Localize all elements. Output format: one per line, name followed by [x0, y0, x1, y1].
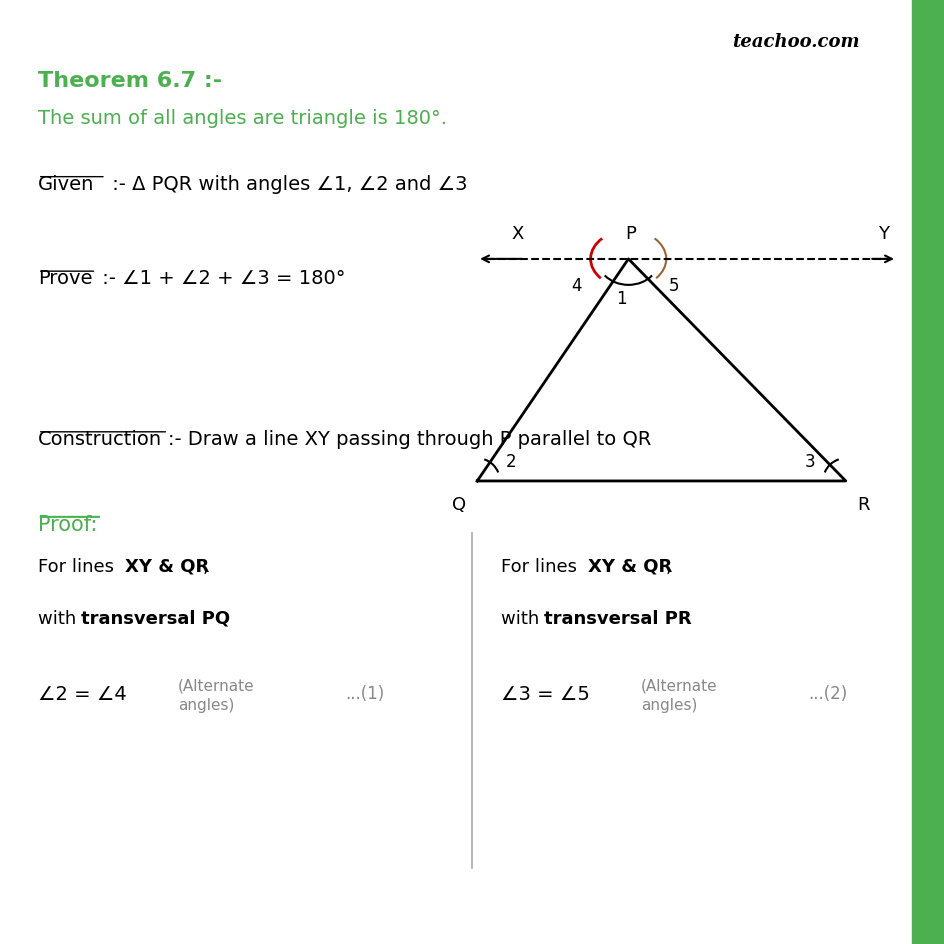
Text: R: R [856, 496, 868, 514]
Text: XY & QR: XY & QR [587, 557, 671, 575]
Text: 4: 4 [570, 277, 582, 295]
Text: Proof:: Proof: [38, 514, 97, 534]
Text: (Alternate
angles): (Alternate angles) [177, 678, 254, 713]
Text: :- Draw a line XY passing through P parallel to QR: :- Draw a line XY passing through P para… [168, 430, 651, 448]
Text: X: X [511, 225, 524, 243]
Text: 2: 2 [505, 452, 515, 470]
Text: teachoo.com: teachoo.com [732, 33, 859, 51]
Text: ...(2): ...(2) [807, 684, 847, 702]
Text: ...(1): ...(1) [345, 684, 384, 702]
Text: with: with [38, 609, 82, 627]
Text: transversal PQ: transversal PQ [81, 609, 230, 627]
Text: ,: , [665, 557, 670, 575]
Text: Construction: Construction [38, 430, 161, 448]
Text: :- ∠1 + ∠2 + ∠3 = 180°: :- ∠1 + ∠2 + ∠3 = 180° [96, 269, 346, 288]
Text: ,: , [202, 557, 208, 575]
Text: Q: Q [451, 496, 465, 514]
Text: (Alternate
angles): (Alternate angles) [640, 678, 716, 713]
Text: Given: Given [38, 175, 94, 194]
Text: 1: 1 [615, 290, 627, 308]
Bar [911, 0, 944, 944]
Text: XY & QR: XY & QR [125, 557, 209, 575]
Text: ∠2 = ∠4: ∠2 = ∠4 [38, 684, 126, 703]
Text: Theorem 6.7 :-: Theorem 6.7 :- [38, 71, 222, 91]
Text: P: P [624, 225, 635, 243]
Text: Prove: Prove [38, 269, 93, 288]
Text: transversal PR: transversal PR [544, 609, 691, 627]
Text: The sum of all angles are triangle is 180°.: The sum of all angles are triangle is 18… [38, 109, 447, 127]
Text: with: with [500, 609, 545, 627]
Text: For lines: For lines [38, 557, 120, 575]
Text: Y: Y [877, 225, 888, 243]
Text: For lines: For lines [500, 557, 582, 575]
Text: 5: 5 [667, 277, 679, 295]
Text: ∠3 = ∠5: ∠3 = ∠5 [500, 684, 589, 703]
Text: :- Δ PQR with angles ∠1, ∠2 and ∠3: :- Δ PQR with angles ∠1, ∠2 and ∠3 [106, 175, 467, 194]
Text: 3: 3 [804, 452, 815, 470]
